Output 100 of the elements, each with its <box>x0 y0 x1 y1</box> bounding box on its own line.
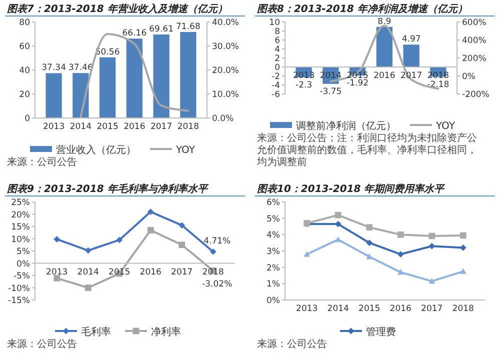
y-tick-label: 4 <box>274 45 280 55</box>
y-tick-label: 10 <box>269 18 280 28</box>
x-tick-label: 2017 <box>150 122 172 132</box>
x-tick-label: 2016 <box>374 71 396 81</box>
x-tick-label: 2018 <box>177 122 200 132</box>
point <box>210 248 216 255</box>
x-tick-label: 2014 <box>70 122 92 132</box>
data-label: 37.34 <box>42 63 66 74</box>
x-tick-label: 2017 <box>421 304 443 314</box>
x-tick-label: 2018 <box>202 267 224 278</box>
point <box>178 222 186 228</box>
bar <box>126 38 142 118</box>
source-note: 来源：公司公告 <box>7 338 77 350</box>
point <box>147 226 154 234</box>
x-tick-label: 2013 <box>42 122 65 132</box>
y-tick-label: 0% <box>16 259 30 270</box>
point <box>366 240 373 246</box>
point <box>366 224 373 231</box>
point <box>428 242 436 250</box>
y2-tick-label: 600% <box>462 18 486 28</box>
legend-label: YOY <box>435 121 456 132</box>
x-tick-label: 2015 <box>96 122 118 132</box>
point <box>54 236 60 242</box>
data-label: -1.92 <box>346 78 369 89</box>
point <box>334 236 342 242</box>
legend-label: 管理费 <box>366 326 396 338</box>
point <box>460 268 466 274</box>
point <box>84 284 92 291</box>
bar <box>180 32 196 118</box>
bar <box>403 44 420 67</box>
y-tick-label: 20% <box>11 210 30 220</box>
x-tick-label: 2015 <box>108 267 130 278</box>
y-tick-label: 25% <box>11 198 30 208</box>
data-label: -2.18 <box>427 80 450 90</box>
y2-tick-label: 200% <box>462 54 486 64</box>
y-tick-label: -6 <box>272 90 280 100</box>
y2-tick-label: 400% <box>462 36 486 46</box>
y-tick-label: 8 <box>274 27 280 37</box>
y2-tick-label: 40.0% <box>212 18 240 28</box>
point <box>54 274 60 282</box>
legend-label: 营业收入（亿元） <box>56 144 136 156</box>
y2-tick-label: 0% <box>462 72 476 82</box>
point <box>334 212 342 218</box>
data-label: -2.3 <box>296 80 312 90</box>
x-tick-label: 2017 <box>171 267 193 278</box>
y-tick-label: -10% <box>8 284 30 294</box>
x-tick-label: 2014 <box>77 267 99 278</box>
point <box>366 254 373 260</box>
point <box>147 208 154 215</box>
x-tick-label: 2016 <box>390 304 412 314</box>
y2-tick-label: -200% <box>462 90 490 100</box>
y2-tick-label: 0.0% <box>212 114 234 124</box>
bar <box>376 26 392 67</box>
y-tick-label: 15% <box>11 222 30 232</box>
y-tick-label: -15% <box>8 296 30 306</box>
point <box>397 231 404 238</box>
point <box>304 251 310 257</box>
annotation: -3.02% <box>202 280 232 290</box>
x-tick-label: 2018 <box>452 304 474 314</box>
x-tick-label: 2013 <box>296 304 318 314</box>
y2-tick-label: 20.0% <box>212 66 240 76</box>
x-tick-label: 2017 <box>400 71 422 81</box>
y2-tick-label: 10.0% <box>212 90 240 100</box>
point <box>178 242 186 248</box>
y-tick-label: 0% <box>266 296 280 306</box>
data-label: -3.75 <box>320 86 342 97</box>
bar <box>153 34 170 118</box>
y-tick-label: 6% <box>266 198 280 208</box>
legend-label: 净利率 <box>151 326 181 338</box>
y-tick-label: 60 <box>19 42 30 52</box>
y-tick-label: 0 <box>274 63 280 73</box>
x-tick-label: 2015 <box>358 304 380 314</box>
data-label: 71.68 <box>176 22 200 32</box>
y-tick-label: 6 <box>274 36 280 46</box>
annotation: 4.71% <box>204 236 231 247</box>
y-tick-label: -2 <box>272 72 280 82</box>
legend-label: YOY <box>175 145 196 156</box>
chart-title: 图表8：2013-2018 年净利润及增速（亿元） <box>257 3 468 15</box>
y-tick-label: 2% <box>266 263 280 274</box>
point <box>428 232 436 240</box>
data-label: 69.61 <box>149 24 174 34</box>
y-tick-label: 10% <box>11 234 30 245</box>
y-tick-label: 1% <box>266 280 280 290</box>
x-tick-label: 2016 <box>124 122 146 132</box>
y-tick-label: 40 <box>19 66 30 76</box>
data-label: 66.16 <box>122 28 147 39</box>
y-tick-label: 3% <box>266 247 280 257</box>
x-tick-label: 2014 <box>327 304 349 314</box>
y-tick-label: 5% <box>16 247 30 257</box>
chart-title: 图表10：2013-2018 年期间费用率水平 <box>257 183 446 195</box>
y-tick-label: 0 <box>24 114 30 124</box>
y-tick-label: 5% <box>266 214 280 224</box>
point <box>84 247 92 254</box>
point <box>397 269 404 275</box>
y-tick-label: -4 <box>272 81 280 91</box>
point <box>460 232 466 239</box>
y2-tick-label: 30.0% <box>212 42 240 52</box>
chart-title: 图表9：2013-2018 年毛利率与净利率水平 <box>7 183 210 195</box>
point <box>460 244 466 251</box>
source-note: 来源：公司公告 <box>7 156 77 168</box>
